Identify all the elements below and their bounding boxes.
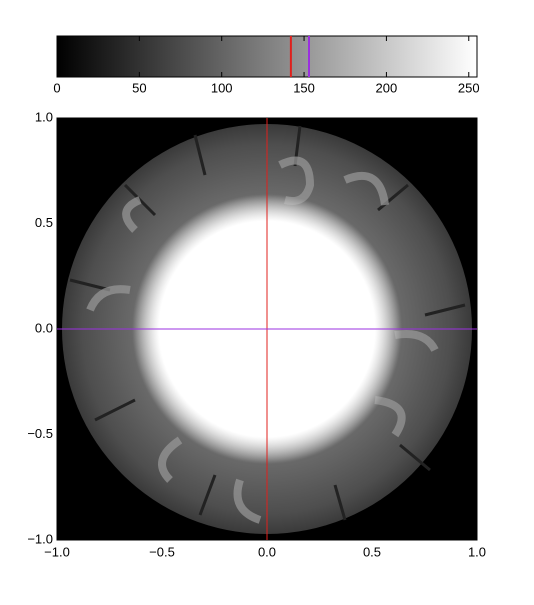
- x-tick-label: −1.0: [44, 544, 70, 559]
- x-tick-label: 0: [53, 80, 60, 95]
- y-tick-label: −0.5: [27, 426, 53, 441]
- y-tick-label: −1.0: [27, 531, 53, 546]
- y-tick-label: 0.5: [35, 215, 53, 230]
- colorbar: [56, 35, 478, 78]
- x-tick-label: 250: [458, 80, 480, 95]
- x-tick-label: 0.5: [363, 544, 381, 559]
- x-tick-label: −0.5: [149, 544, 175, 559]
- y-tick-label: 0.0: [35, 320, 53, 335]
- x-tick-label: 150: [293, 80, 315, 95]
- x-tick-label: 50: [132, 80, 146, 95]
- y-tick-label: 1.0: [35, 109, 53, 124]
- x-tick-label: 200: [376, 80, 398, 95]
- x-tick-label: 1.0: [468, 544, 486, 559]
- x-tick-label: 0.0: [258, 544, 276, 559]
- x-tick-label: 100: [211, 80, 233, 95]
